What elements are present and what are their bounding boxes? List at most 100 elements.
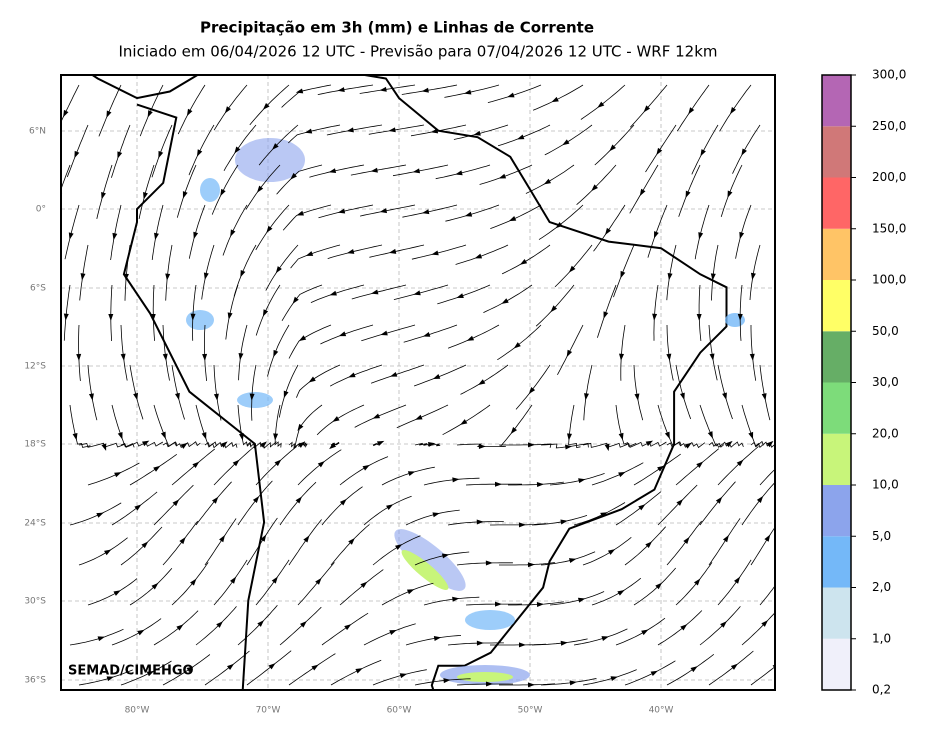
streamline [368, 124, 425, 135]
arrowhead [297, 441, 305, 448]
streamline [532, 84, 584, 111]
arrowhead [551, 96, 559, 103]
streamline [582, 442, 628, 448]
arrowhead [108, 314, 114, 321]
streamline [708, 324, 718, 381]
arrowhead [772, 663, 775, 670]
streamline [350, 164, 407, 176]
arrowhead [150, 313, 156, 321]
arrowhead [597, 101, 605, 108]
arrowhead [707, 431, 713, 439]
streamline [296, 364, 341, 398]
streamline [720, 164, 743, 218]
streamline [582, 536, 632, 566]
streamline [165, 244, 173, 301]
arrowhead [562, 139, 570, 146]
arrowhead [272, 143, 279, 150]
streamline [483, 284, 533, 313]
arrowhead [513, 342, 521, 349]
streamline [694, 204, 710, 260]
arrowhead [507, 92, 515, 98]
lat-label: 12°S [24, 362, 46, 372]
arrowhead [123, 273, 129, 281]
streamline [124, 244, 131, 301]
streamline [171, 562, 209, 606]
arrowhead [213, 393, 219, 401]
streamline [288, 324, 332, 359]
arrowhead [618, 432, 624, 441]
streamline [647, 204, 668, 258]
streamline [223, 124, 257, 171]
streamline [171, 448, 216, 486]
streamline [531, 515, 588, 526]
arrowhead [710, 273, 716, 281]
streamline [98, 84, 122, 137]
watermark: SEMAD/CIMEHGO [68, 664, 194, 679]
arrowhead [386, 504, 394, 510]
arrowhead [315, 577, 322, 585]
streamline [657, 404, 682, 447]
arrowhead [460, 419, 468, 425]
streamline [69, 628, 124, 646]
arrowhead [685, 190, 691, 199]
arrowhead [727, 190, 733, 198]
streamline [741, 611, 775, 646]
streamline [188, 204, 206, 259]
streamline [657, 484, 698, 526]
arrowhead [355, 668, 363, 674]
arrowhead [656, 147, 663, 156]
streamline [633, 567, 677, 606]
arrowhead [452, 596, 460, 602]
arrowhead [543, 178, 552, 185]
arrowhead [466, 335, 475, 341]
colorbar-label: 10,0 [872, 478, 899, 492]
streamline [666, 244, 677, 301]
arrowhead [274, 459, 282, 467]
coastline [90, 75, 728, 690]
arrowhead [268, 663, 276, 670]
arrowhead [273, 349, 279, 358]
streamline [274, 404, 282, 448]
streamline [630, 84, 668, 128]
arrowhead [262, 103, 270, 110]
streamline [750, 441, 775, 448]
streamline [354, 404, 407, 428]
lon-label: 60°W [387, 706, 412, 716]
arrowhead [555, 221, 563, 229]
arrowhead [329, 442, 337, 450]
streamline [204, 518, 237, 566]
color-swatch [822, 536, 851, 588]
arrowhead [603, 311, 609, 319]
arrowhead [376, 440, 385, 446]
streamline [87, 364, 98, 421]
lat-label: 18°S [24, 440, 46, 450]
streamline [490, 204, 542, 229]
arrowhead [271, 576, 278, 584]
streamline [255, 446, 297, 486]
streamline [515, 364, 551, 410]
color-swatch [822, 382, 851, 434]
streamline [327, 244, 383, 259]
arrowhead [688, 107, 695, 115]
arrowhead [485, 560, 493, 566]
lat-label: 36°S [24, 676, 46, 686]
streamline [401, 84, 458, 95]
streamline [675, 562, 713, 606]
arrowhead [776, 575, 784, 584]
streamline [225, 284, 239, 340]
color-swatch [822, 75, 851, 127]
arrowhead [68, 232, 74, 240]
streamline [237, 605, 278, 646]
streamline [288, 519, 322, 566]
arrowhead [452, 477, 460, 483]
arrowhead [370, 167, 378, 173]
streamline [255, 559, 290, 606]
arrowhead [257, 620, 265, 627]
arrowhead [441, 553, 450, 559]
arrowhead [473, 130, 481, 136]
arrowhead [76, 353, 82, 361]
streamline [698, 284, 702, 341]
streamline [192, 284, 197, 341]
arrowhead [297, 423, 304, 432]
